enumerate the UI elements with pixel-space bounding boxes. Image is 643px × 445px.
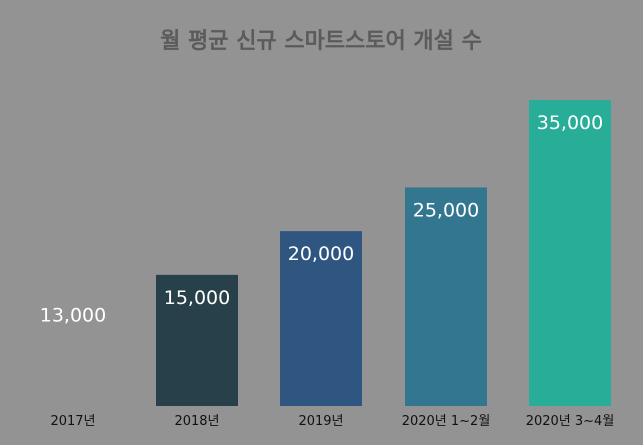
value-label-3: 25,000 (413, 199, 479, 221)
bar-1 (156, 274, 238, 406)
bar-0 (32, 292, 114, 406)
x-tick-label-0: 2017년 (50, 414, 95, 429)
x-tick-label-2: 2019년 (298, 414, 343, 429)
bars-group (32, 100, 611, 406)
bar-3 (405, 187, 487, 406)
value-label-1: 15,000 (164, 287, 230, 309)
chart-title: 월 평균 신규 스마트스토어 개설 수 (160, 29, 482, 54)
bar-4 (529, 100, 611, 406)
x-tick-label-1: 2018년 (174, 414, 219, 429)
x-tick-label-3: 2020년 1~2월 (402, 414, 491, 429)
bar-2 (280, 231, 362, 406)
x-tick-label-4: 2020년 3~4월 (526, 414, 615, 429)
value-label-0: 13,000 (40, 304, 106, 326)
value-label-2: 20,000 (288, 243, 354, 265)
value-label-4: 35,000 (537, 112, 603, 134)
x-tick-labels-group: 2017년 2018년 2019년 2020년 1~2월 2020년 3~4월 (50, 414, 614, 429)
value-labels-group: 13,000 15,000 20,000 25,000 35,000 (40, 112, 603, 326)
